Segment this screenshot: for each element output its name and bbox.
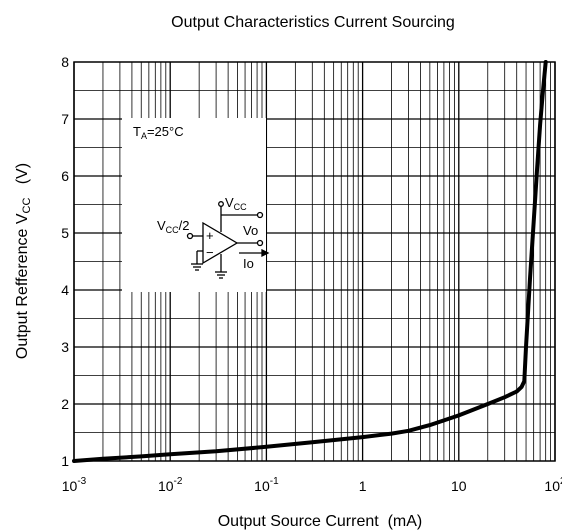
opamp-circuit-diagram	[186, 201, 270, 279]
vcc-label: VCC	[225, 195, 247, 212]
x-axis-label: Output Source Current (mA)	[218, 513, 423, 530]
x-tick-label: 10-1	[254, 476, 279, 494]
y-tick-label: 7	[61, 111, 69, 127]
inset-background	[122, 118, 266, 292]
arrow-right-icon	[261, 248, 270, 258]
io-label: Io	[243, 256, 254, 271]
y-tick-label: 6	[61, 168, 69, 184]
x-tick-labels: 10-3 10-2 10-1 1 10 102	[62, 476, 562, 494]
temp-label: TA=25°C	[133, 124, 184, 141]
opamp-triangle-icon	[202, 221, 239, 265]
opamp-plus-label: +	[206, 228, 214, 243]
plot-frame	[73, 61, 556, 462]
x-tick-label: 10-3	[62, 476, 87, 494]
x-tick-label: 1	[359, 478, 367, 494]
y-tick-label: 3	[61, 339, 69, 355]
vo-label: Vo	[243, 223, 258, 238]
vcc-half-label: VCC/2	[157, 218, 190, 235]
y-tick-label: 1	[61, 453, 69, 469]
y-tick-labels: 1 2 3 4 5 6 7 8	[61, 54, 69, 469]
inset-annotation: TA=25°C + − VCC	[122, 118, 270, 292]
series-line	[72, 60, 548, 463]
x-tick-label: 10	[451, 478, 467, 494]
x-tick-label: 102	[544, 476, 562, 494]
chart-title: Output Characteristics Current Sourcing	[171, 14, 455, 31]
temp-label-background	[122, 118, 204, 142]
y-tick-label: 8	[61, 54, 69, 70]
y-tick-label: 5	[61, 225, 69, 241]
y-tick-label: 2	[61, 396, 69, 412]
y-axis-label: Output Refference VCC (V)	[14, 163, 33, 359]
y-tick-label: 4	[61, 282, 69, 298]
opamp-minus-label: −	[206, 245, 214, 260]
x-tick-label: 10-2	[158, 476, 183, 494]
